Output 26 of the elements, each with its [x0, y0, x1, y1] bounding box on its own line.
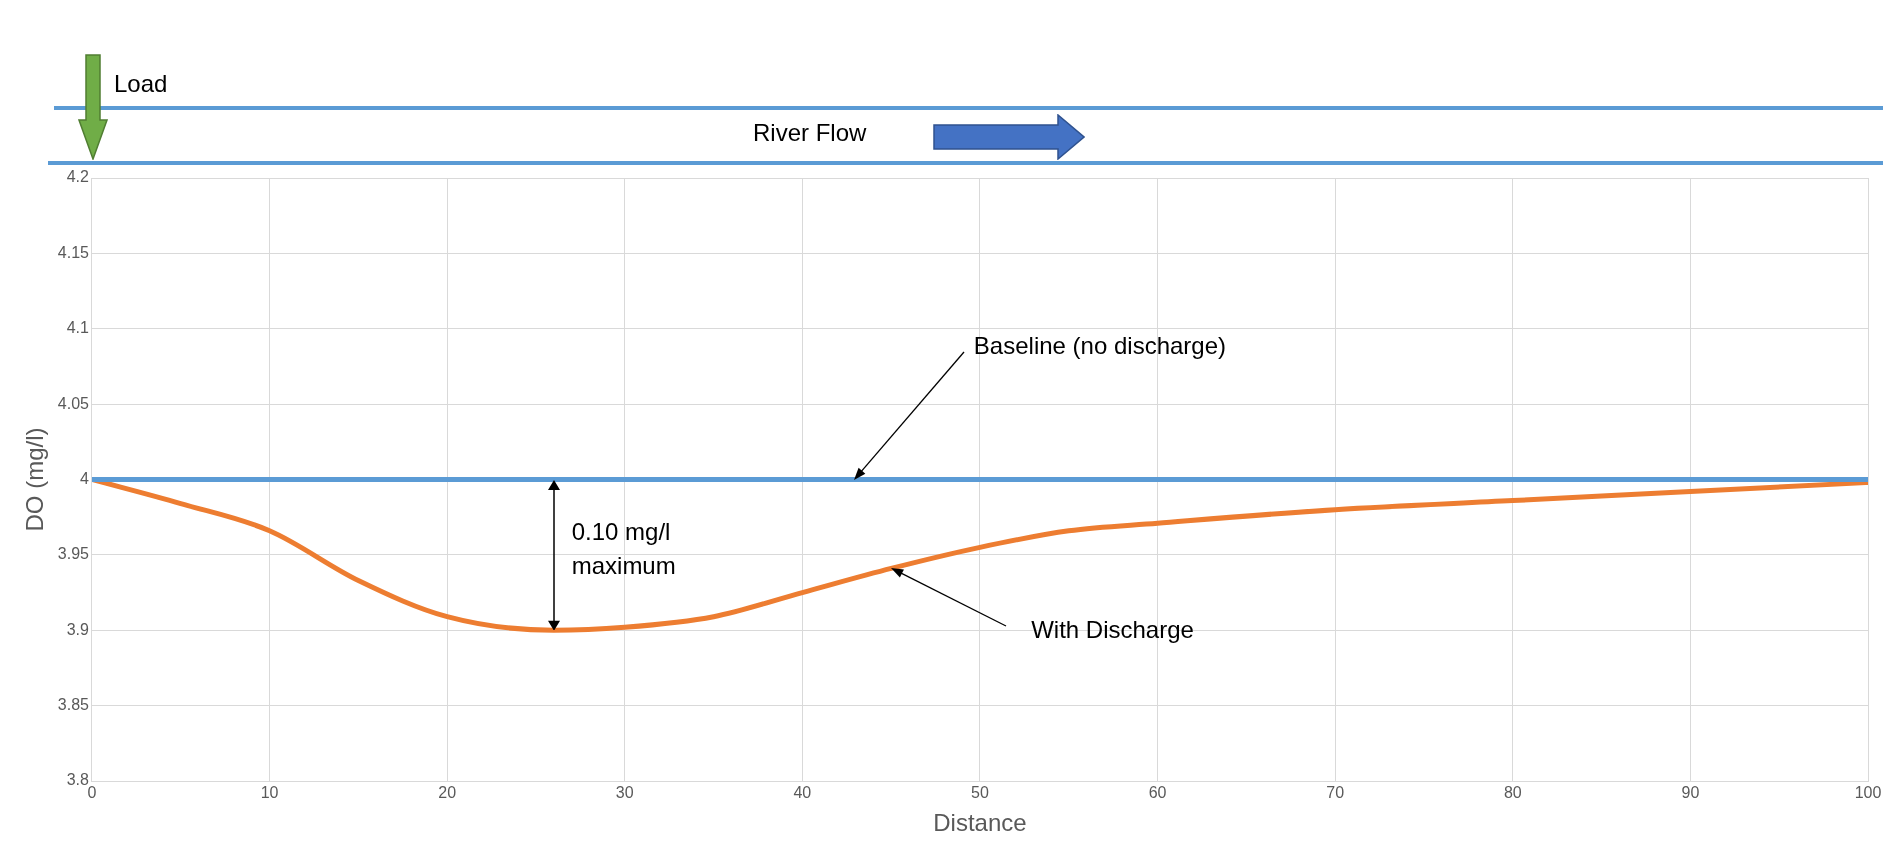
x-axis-title: Distance — [933, 809, 1027, 837]
annotation: 0.10 mg/l maximum — [571, 516, 677, 581]
y-tick-label: 3.95 — [57, 545, 90, 563]
y-tick-label: 4.1 — [66, 319, 90, 337]
x-tick-label: 90 — [1681, 784, 1700, 802]
y-tick-label: 4.15 — [57, 243, 90, 261]
y-tick-label: 4 — [80, 469, 90, 487]
x-tick-label: 70 — [1326, 784, 1345, 802]
text: River Flow — [753, 119, 867, 147]
x-tick-label: 100 — [1854, 784, 1882, 802]
x-tick-label: 30 — [615, 784, 634, 802]
x-tick-label: 10 — [260, 784, 279, 802]
y-tick-label: 3.9 — [66, 620, 90, 638]
x-tick-label: 60 — [1148, 784, 1167, 802]
x-tick-label: 50 — [971, 784, 989, 802]
x-tick-label: 40 — [793, 784, 812, 802]
y-tick-label: 3.85 — [57, 696, 90, 714]
text: Load — [113, 70, 168, 98]
x-tick-label: 80 — [1503, 784, 1522, 802]
x-tick-label: 0 — [87, 784, 97, 802]
annotation: With Discharge — [1031, 616, 1194, 645]
x-tick-label: 20 — [438, 784, 457, 802]
y-tick-label: 4.05 — [57, 394, 90, 412]
annotation: Baseline (no discharge) — [973, 331, 1226, 360]
y-axis-title: DO (mg/l) — [21, 427, 49, 532]
y-tick-label: 4.2 — [66, 168, 90, 186]
